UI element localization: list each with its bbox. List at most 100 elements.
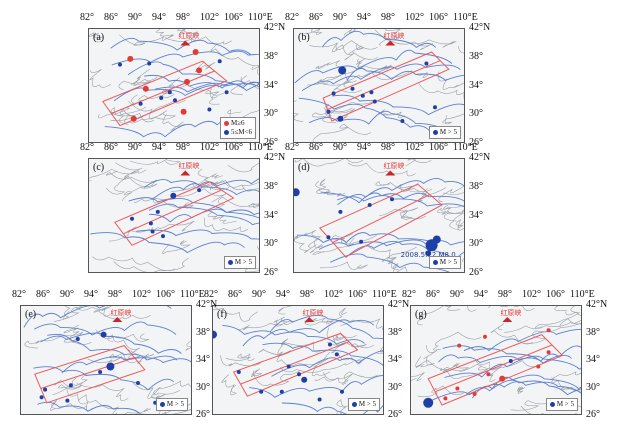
fault-line: [303, 307, 347, 326]
fault-line: [416, 306, 444, 326]
fault-line: [281, 338, 322, 353]
river-line: [346, 67, 464, 81]
earthquake-marker: [433, 105, 437, 110]
fault-line: [170, 179, 245, 192]
lon-tick-label: 102°: [324, 289, 343, 300]
fault-line: [240, 76, 259, 90]
earthquake-marker: [455, 386, 460, 391]
legend-label: M≥6: [230, 119, 245, 127]
legend-label: M > 5: [556, 400, 574, 408]
fault-line: [347, 162, 416, 177]
fault-line: [226, 353, 255, 362]
earthquake-marker: [483, 334, 487, 339]
lat-tick-label: 34°: [388, 354, 402, 365]
legend-marker-icon: [432, 259, 438, 265]
fault-line: [63, 324, 80, 338]
profile-line: [123, 189, 222, 235]
fault-line: [280, 360, 354, 373]
fault-line: [415, 356, 452, 370]
fault-line: [213, 306, 258, 322]
legend: M > 5: [428, 126, 461, 139]
fault-line: [127, 348, 155, 364]
legend-label: 5≤M<6: [230, 128, 252, 136]
fault-line: [113, 257, 189, 272]
lat-tick-label: 34°: [586, 354, 600, 365]
earthquake-marker: [367, 203, 372, 207]
lon-tick-label: 86°: [309, 142, 323, 153]
lat-tick-label: 26°: [264, 267, 278, 278]
fault-line: [458, 46, 464, 54]
river-line: [298, 97, 431, 132]
earthquake-marker: [217, 59, 222, 64]
lon-tick-label: 94°: [276, 289, 290, 300]
legend: M > 5: [155, 398, 188, 411]
river-line: [128, 197, 259, 216]
fault-line: [343, 67, 389, 88]
river-line: [320, 191, 464, 204]
fault-line: [437, 204, 464, 215]
river-line: [33, 366, 175, 391]
place-label: 红原峡: [302, 309, 324, 317]
profile-line: [240, 341, 350, 385]
fault-line: [418, 187, 447, 203]
fault-line: [327, 341, 374, 349]
event-annotation: 2008.5.12 M8.0: [400, 251, 456, 259]
profile-box: [322, 51, 450, 122]
lon-tick-label: 106°: [429, 12, 448, 23]
river-line: [337, 177, 464, 206]
fault-line: [152, 197, 194, 209]
panel-label: (d): [298, 162, 310, 173]
lat-tick-label: 38°: [264, 180, 278, 192]
legend-marker-icon: [351, 401, 357, 407]
map-canvas: [89, 29, 259, 138]
lat-tick-label: 34°: [469, 209, 483, 221]
earthquake-marker: [147, 61, 152, 66]
fault-line: [192, 183, 227, 203]
lon-tick-label: 90°: [333, 142, 347, 153]
lon-tick-label: 106°: [156, 289, 175, 300]
earthquake-marker: [106, 362, 115, 371]
fault-line: [58, 331, 92, 345]
profile-line: [111, 70, 215, 114]
lon-tick-label: 90°: [128, 142, 142, 153]
river-line: [318, 239, 464, 250]
fault-line: [273, 316, 295, 327]
earthquake-marker: [390, 197, 394, 202]
lat-tick-label: 26°: [586, 409, 600, 420]
location-marker-icon: [385, 40, 396, 46]
fault-line: [177, 29, 198, 42]
earthquake-marker: [180, 108, 187, 115]
fault-line: [89, 32, 104, 43]
profile-line: [40, 357, 135, 389]
lat-tick-label: 42°N: [469, 22, 491, 33]
place-label: 红原峡: [110, 309, 132, 317]
earthquake-marker: [167, 90, 172, 95]
lon-tick-label: 94°: [357, 12, 371, 23]
profile-box: [34, 345, 146, 404]
lon-tick-label: 90°: [333, 12, 347, 23]
earthquake-marker: [142, 85, 149, 92]
fault-line: [392, 263, 408, 272]
river-line: [61, 356, 191, 374]
river-line: [249, 375, 383, 398]
fault-line: [227, 163, 259, 173]
lon-tick-label: 90°: [252, 289, 266, 300]
fault-line: [420, 344, 438, 368]
earthquake-marker: [334, 352, 339, 357]
lat-tick-label: 30°: [264, 238, 278, 250]
earthquake-marker: [360, 93, 365, 98]
legend-marker-icon: [223, 129, 229, 135]
river-line: [301, 63, 461, 91]
lon-tick-label: 106°: [348, 289, 367, 300]
fault-line: [105, 171, 158, 187]
fault-line: [315, 60, 346, 69]
lon-tick-label: 82°: [204, 289, 218, 300]
lat-tick-label: 26°: [469, 137, 483, 148]
earthquake-marker: [136, 381, 140, 385]
lat-tick-label: 38°: [388, 326, 402, 338]
lat-tick-label: 34°: [264, 79, 278, 91]
fault-line: [462, 258, 464, 263]
lon-tick-label: 110°E: [248, 12, 273, 23]
river-line: [296, 232, 438, 246]
fault-line: [115, 162, 143, 179]
